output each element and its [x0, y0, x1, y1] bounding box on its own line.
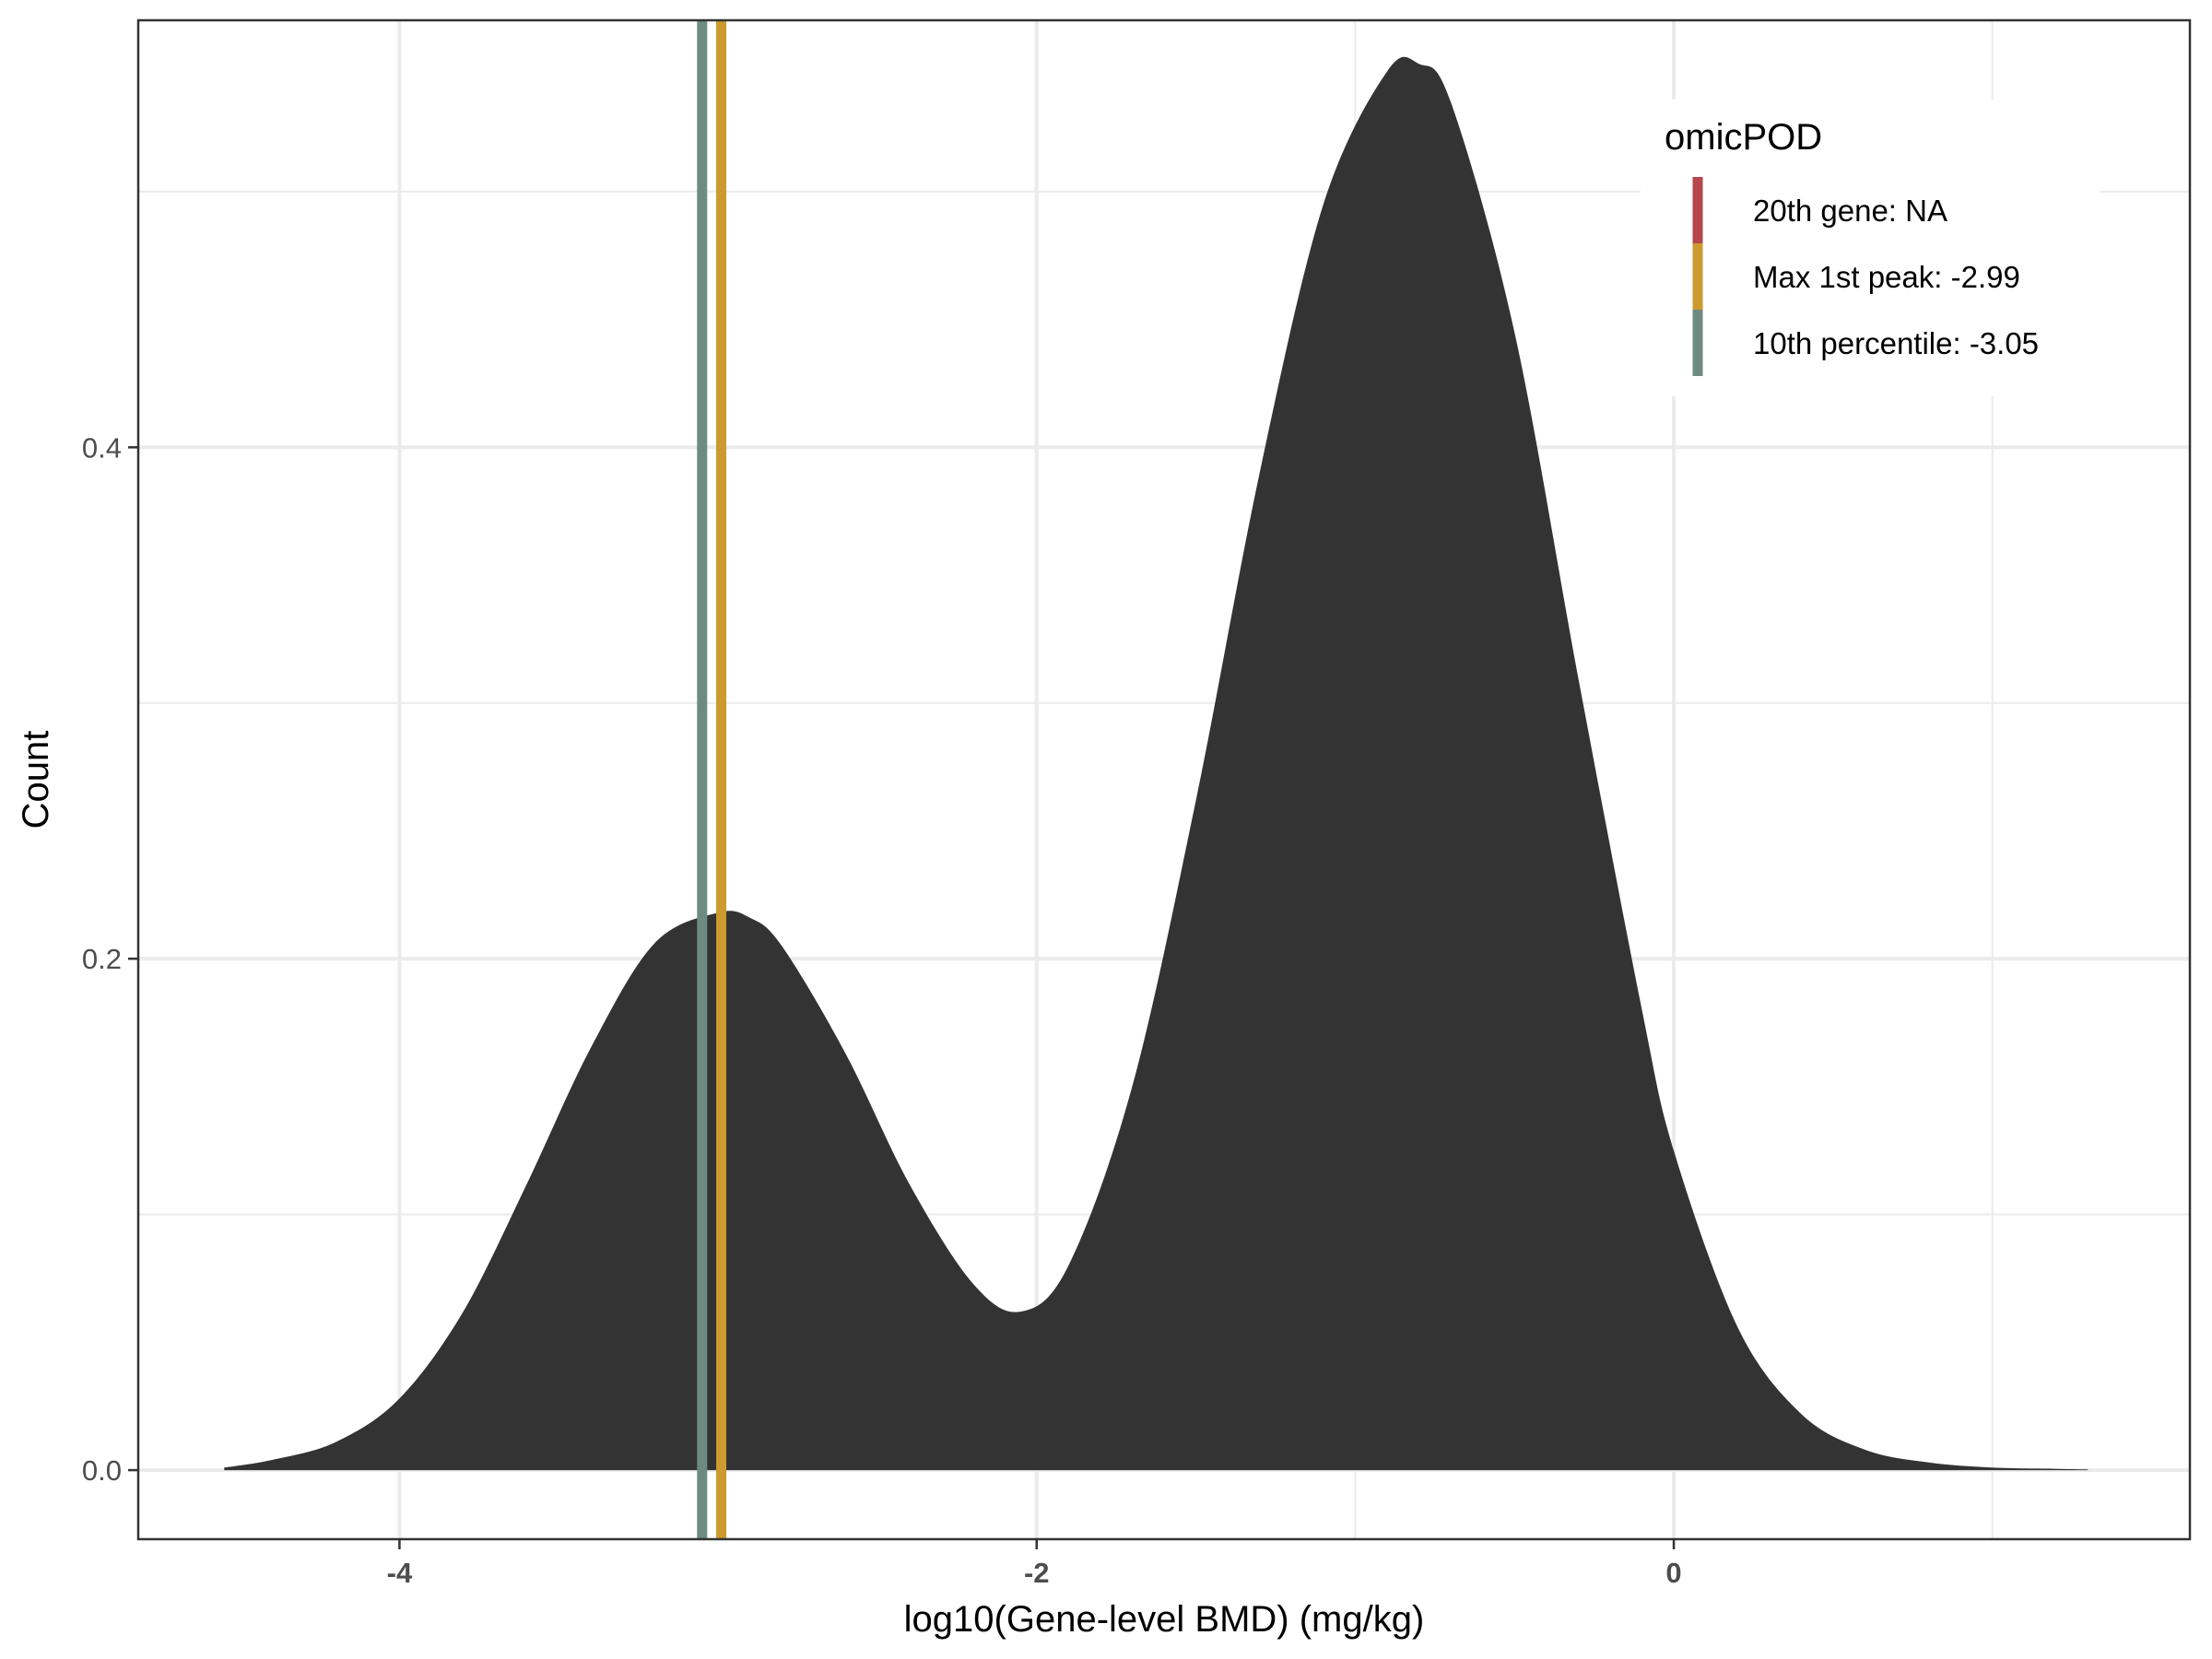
density-area	[224, 56, 2088, 1471]
legend-title: omicPOD	[1665, 117, 1822, 158]
legend-background	[1641, 100, 2100, 396]
legend-key-label: 20th gene: NA	[1753, 194, 1947, 228]
y-axis: 0.0 0.2 0.4	[82, 431, 138, 1487]
y-tick-label: 0.2	[82, 943, 122, 975]
legend-keys: 20th gene: NA Max 1st peak: -2.99 10th per…	[1692, 177, 2039, 376]
reference-lines	[697, 20, 727, 1539]
legend-key-label: Max 1st peak: -2.99	[1753, 260, 2020, 294]
x-tick-label: -4	[387, 1557, 413, 1589]
plot-border	[136, 18, 2192, 1541]
x-tick-label: -2	[1024, 1557, 1050, 1589]
legend-key-label: 10th percentile: -3.05	[1753, 326, 2039, 360]
y-axis-title: Count	[16, 731, 56, 830]
legend: omicPOD 20th gene: NA Max 1st peak: -2.99…	[1641, 100, 2100, 396]
y-tick-label: 0.0	[82, 1454, 122, 1487]
x-axis: -4 -2 0	[387, 1539, 1682, 1589]
y-tick-label: 0.4	[82, 431, 122, 464]
x-tick-label: 0	[1665, 1557, 1681, 1589]
x-axis-title: log10(Gene-level BMD) (mg/kg)	[904, 1599, 1425, 1640]
